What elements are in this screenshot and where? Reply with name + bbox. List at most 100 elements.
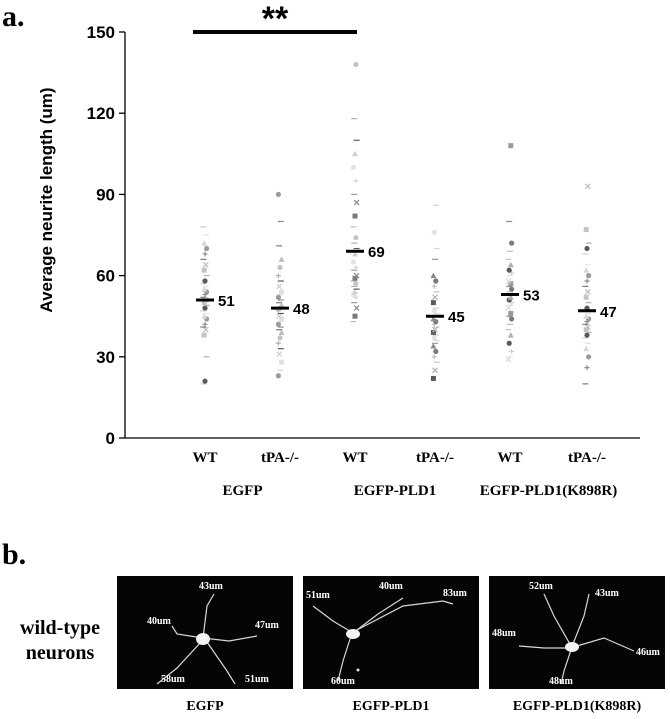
caption-egfp-pld1: EGFP-PLD1 (352, 699, 430, 714)
data-point (506, 340, 512, 346)
data-point (508, 281, 514, 287)
data-point (508, 310, 514, 316)
data-point (202, 321, 208, 327)
data-point (583, 327, 589, 333)
data-point (279, 359, 285, 365)
data-point (584, 183, 591, 190)
annotation: 52um (529, 581, 553, 592)
data-point (584, 324, 591, 330)
data-point (278, 256, 285, 262)
x-category-label: WT (497, 450, 522, 466)
data-point (202, 261, 209, 268)
micrograph-egfp: 43um 40um 47um 58um 51um (117, 576, 293, 689)
data-point (509, 300, 515, 306)
y-tick-labels: 0 30 60 90 120 150 (87, 23, 115, 448)
data-point (584, 278, 590, 284)
neurite-length-chart: 0 30 60 90 120 150 Average neurite length (um… (37, 0, 640, 499)
significance-bracket: ** (193, 0, 357, 38)
annotation: 40um (147, 616, 171, 627)
mean-value-label: 45 (448, 309, 465, 326)
data-point (584, 288, 591, 295)
neuron-drawing-egfp-pld1 (312, 597, 454, 682)
data-point (430, 342, 437, 349)
row-label: wild-type neurons (10, 616, 110, 666)
data-point (352, 250, 358, 257)
data-point (431, 308, 437, 314)
mean-value-label: 48 (293, 301, 310, 318)
neuron-drawing-egfp-pld1-k898r (518, 593, 635, 685)
data-point (431, 354, 437, 360)
data-point (353, 281, 359, 287)
x-group-labels: EGFP EGFP-PLD1 EGFP-PLD1(K898R) (223, 483, 618, 499)
data-point (583, 345, 590, 352)
annotation: 47um (255, 620, 279, 631)
row-label-line1: wild-type (20, 617, 100, 639)
data-point (431, 335, 437, 341)
mean-value-label: 47 (600, 304, 617, 321)
data-point (276, 351, 283, 358)
data-point (507, 294, 514, 300)
data-point (202, 251, 208, 257)
panel-a-label: a. (2, 0, 25, 33)
data-point (201, 300, 207, 306)
data-point (353, 199, 360, 206)
data-point (275, 294, 281, 300)
annotation: 58um (161, 674, 185, 685)
data-point (432, 294, 438, 301)
x-category-label: tPA-/- (568, 450, 606, 466)
caption-egfp: EGFP (186, 699, 224, 714)
neuron-drawing-egfp (156, 593, 258, 685)
data-point (275, 321, 281, 327)
data-point (509, 316, 515, 322)
x-category-label: tPA-/- (261, 450, 299, 466)
annotation: 46um (636, 647, 660, 658)
data-point (430, 375, 436, 381)
data-point (583, 227, 589, 233)
y-axis-label: Average neurite length (um) (37, 87, 56, 312)
data-point (201, 313, 208, 319)
data-point (353, 272, 360, 279)
data-point (352, 313, 358, 319)
annotation: 48um (549, 676, 573, 687)
caption-egfp-pld1-k898r: EGFP-PLD1(K898R) (512, 699, 642, 714)
data-point (201, 267, 207, 273)
data-point (278, 329, 285, 335)
data-point (506, 267, 512, 273)
mean-value-label: 69 (368, 244, 385, 261)
data-point (432, 326, 438, 333)
data-point (275, 273, 281, 279)
data-point (505, 278, 512, 284)
data-point (432, 367, 438, 374)
data-point (431, 229, 437, 235)
data-point (353, 294, 359, 300)
data-point (508, 143, 514, 149)
data-point (353, 235, 359, 241)
data-point (202, 378, 208, 384)
data-point (279, 289, 285, 295)
data-point (201, 332, 207, 338)
data-point (431, 283, 437, 289)
data-point (433, 278, 439, 284)
data-point (202, 326, 209, 333)
data-point (586, 354, 592, 360)
data-point (584, 332, 590, 338)
data-point (433, 348, 439, 354)
data-point (202, 305, 208, 311)
annotation: 48um (492, 628, 516, 639)
data-point (276, 283, 283, 290)
data-point (275, 373, 281, 379)
x-category-label: WT (342, 450, 367, 466)
data-point (430, 315, 437, 322)
data-point (509, 286, 515, 292)
chart-axes (119, 31, 640, 439)
data-point (583, 294, 589, 300)
data-point (507, 261, 514, 268)
micrograph-egfp-pld1-k898r: 52um 43um 48um 46um 48um (489, 576, 665, 689)
y-tick-label: 150 (87, 23, 115, 42)
x-category-labels: WT tPA-/- WT tPA-/- WT tPA-/- (192, 450, 606, 466)
data-point (352, 150, 358, 157)
annotation: 43um (199, 581, 223, 592)
data-point (279, 316, 285, 322)
annotation: 51um (306, 590, 330, 601)
data-point (277, 335, 283, 341)
